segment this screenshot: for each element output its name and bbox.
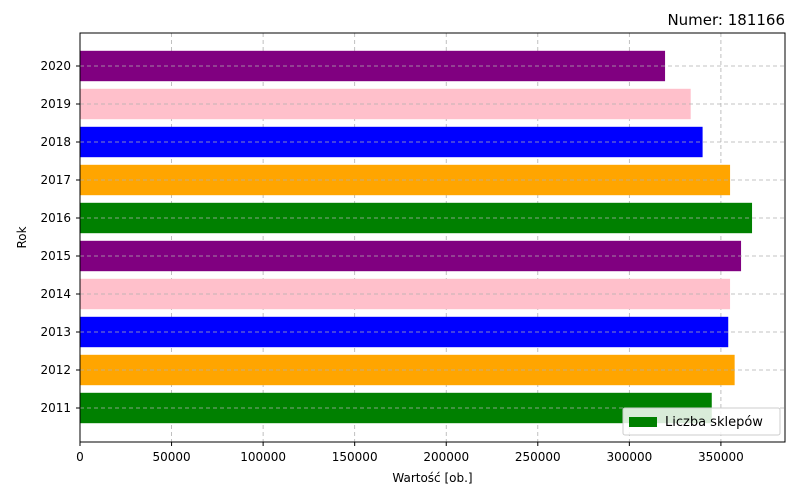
y-axis-label: Rok [15,226,29,248]
y-axis-ticks: 2011 2012 2013 2014 2015 2016 2017 2018 2019 2020 [40,59,80,415]
x-tick-label: 150000 [332,450,378,464]
x-tick-label: 50000 [152,450,190,464]
y-tick-label: 2013 [40,325,71,339]
y-tick-label: 2018 [40,135,71,149]
plot-frame [79,32,786,443]
y-tick-label: 2014 [40,287,71,301]
x-axis-label: Wartość [ob.] [392,471,472,485]
legend-label: Liczba sklepów [665,415,763,430]
legend-box [622,407,781,436]
y-tick-label: 2019 [40,97,71,111]
legend: Liczba sklepów [622,407,781,436]
x-tick-label: 350000 [698,450,744,464]
y-tick-label: 2020 [40,59,71,73]
x-tick-label: 200000 [423,450,469,464]
y-tick-label: 2015 [40,249,71,263]
x-tick-label: 300000 [606,450,652,464]
y-tick-label: 2016 [40,211,71,225]
bar-2020 [80,50,666,82]
x-tick-label: 100000 [240,450,286,464]
chart-title: Numer: 181166 [667,11,785,29]
x-tick-label: 250000 [515,450,561,464]
y-tick-label: 2017 [40,173,71,187]
bars [80,50,785,424]
x-tick-label: 0 [76,450,84,464]
y-tick-label: 2012 [40,363,71,377]
legend-swatch [629,417,657,427]
bar-2012 [80,354,735,386]
y-tick-label: 2011 [40,401,71,415]
x-axis-ticks: 0 50000 100000 150000 200000 250000 300000 3500… [76,442,744,464]
